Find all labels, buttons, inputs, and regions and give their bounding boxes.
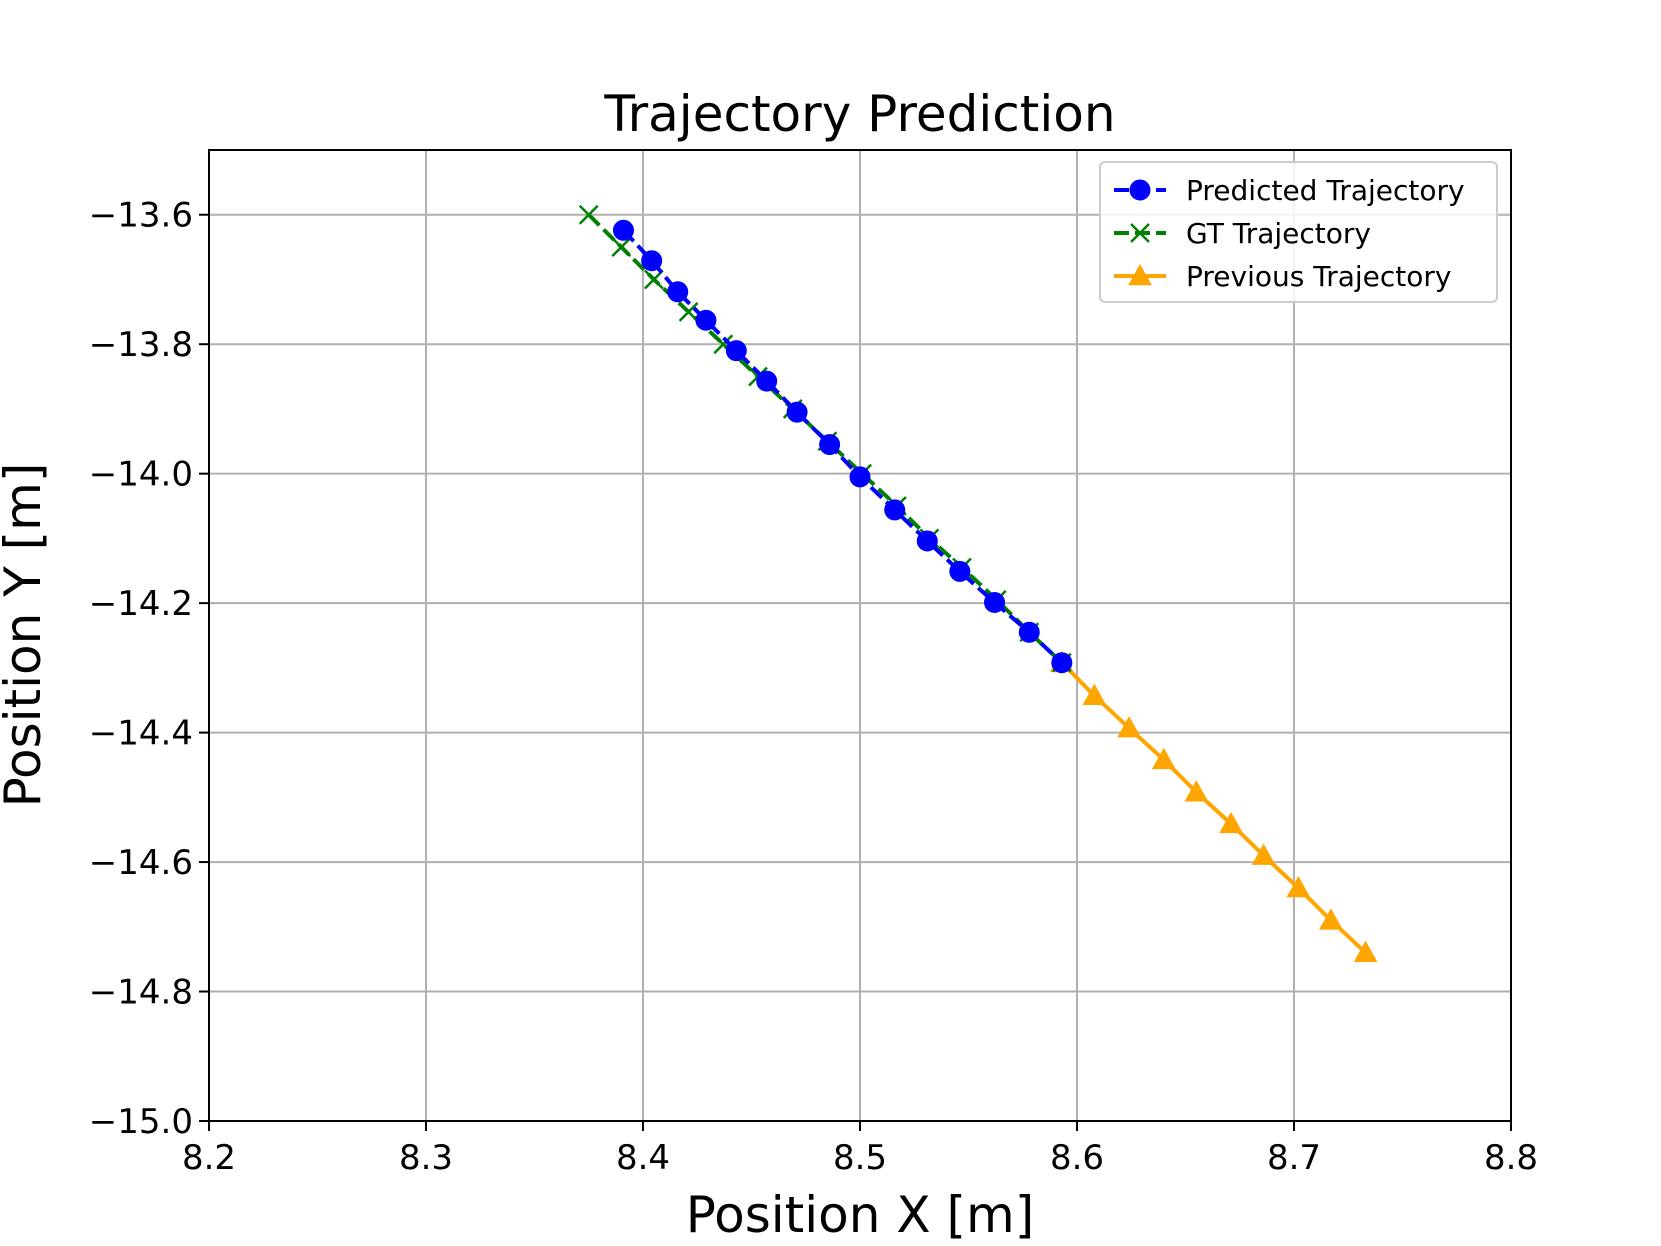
y-tick-label: −15.0 bbox=[89, 1102, 193, 1142]
y-tick-label: −14.4 bbox=[89, 714, 193, 754]
data-point bbox=[984, 591, 1006, 613]
x-tick-label: 8.4 bbox=[616, 1138, 670, 1178]
x-tick-label: 8.2 bbox=[182, 1138, 236, 1178]
legend: Predicted Trajectory GT Trajectory Previou… bbox=[1099, 161, 1498, 303]
data-point bbox=[1151, 747, 1176, 770]
data-point bbox=[695, 309, 717, 331]
legend-label: Previous Trajectory bbox=[1186, 260, 1451, 293]
legend-marker bbox=[1129, 179, 1151, 201]
data-point bbox=[916, 530, 938, 552]
legend-marker bbox=[1130, 223, 1150, 243]
series-2 bbox=[1049, 650, 1378, 962]
data-point bbox=[725, 340, 747, 362]
legend-entry: Predicted Trajectory bbox=[1114, 174, 1465, 207]
series-line bbox=[1060, 661, 1367, 955]
data-point bbox=[1018, 621, 1040, 643]
x-tick-label: 8.7 bbox=[1267, 1138, 1321, 1178]
data-point bbox=[884, 499, 906, 521]
x-axis-label: Position X [m] bbox=[686, 1186, 1034, 1244]
y-tick-label: −14.0 bbox=[89, 455, 193, 495]
data-point bbox=[612, 219, 634, 241]
data-point bbox=[678, 301, 699, 322]
data-point bbox=[756, 370, 778, 392]
ticks: 8.2 8.3 8.4 8.5 8.6 8.7 8.8 −13.6 −13.8 −14.0 −14.… bbox=[89, 196, 1538, 1178]
x-tick-label: 8.8 bbox=[1484, 1138, 1538, 1178]
y-tick-label: −13.6 bbox=[89, 196, 193, 236]
legend-label: GT Trajectory bbox=[1186, 217, 1371, 250]
data-point bbox=[949, 560, 971, 582]
data-point bbox=[1219, 811, 1243, 834]
data-point bbox=[1051, 652, 1073, 674]
data-point bbox=[578, 204, 599, 225]
data-point bbox=[1286, 875, 1311, 898]
legend-box bbox=[1099, 161, 1498, 303]
y-tick-label: −14.2 bbox=[89, 584, 193, 624]
data-point bbox=[849, 466, 871, 488]
legend-marker bbox=[1128, 263, 1152, 286]
data-point bbox=[667, 281, 689, 303]
y-axis-label: Position Y [m] bbox=[0, 463, 52, 808]
series-layer bbox=[578, 204, 1378, 962]
data-point bbox=[1184, 780, 1209, 802]
data-point bbox=[819, 434, 841, 456]
chart-title: Trajectory Prediction bbox=[603, 85, 1115, 143]
data-point bbox=[1251, 843, 1276, 865]
data-point bbox=[641, 250, 663, 272]
x-tick-label: 8.5 bbox=[833, 1138, 887, 1178]
x-tick-label: 8.3 bbox=[399, 1138, 453, 1178]
data-point bbox=[1117, 716, 1141, 738]
legend-label: Predicted Trajectory bbox=[1186, 174, 1465, 207]
series-0 bbox=[612, 219, 1073, 674]
data-point bbox=[1082, 683, 1107, 706]
legend-entry: Previous Trajectory bbox=[1114, 260, 1451, 293]
y-tick-label: −14.6 bbox=[89, 843, 193, 883]
x-tick-label: 8.6 bbox=[1050, 1138, 1104, 1178]
data-point bbox=[1319, 908, 1343, 930]
data-point bbox=[1353, 940, 1378, 962]
y-tick-label: −13.8 bbox=[89, 325, 193, 365]
data-point bbox=[611, 237, 632, 257]
y-tick-label: −14.8 bbox=[89, 973, 193, 1013]
data-point bbox=[786, 401, 808, 423]
legend-entry: GT Trajectory bbox=[1114, 217, 1371, 250]
